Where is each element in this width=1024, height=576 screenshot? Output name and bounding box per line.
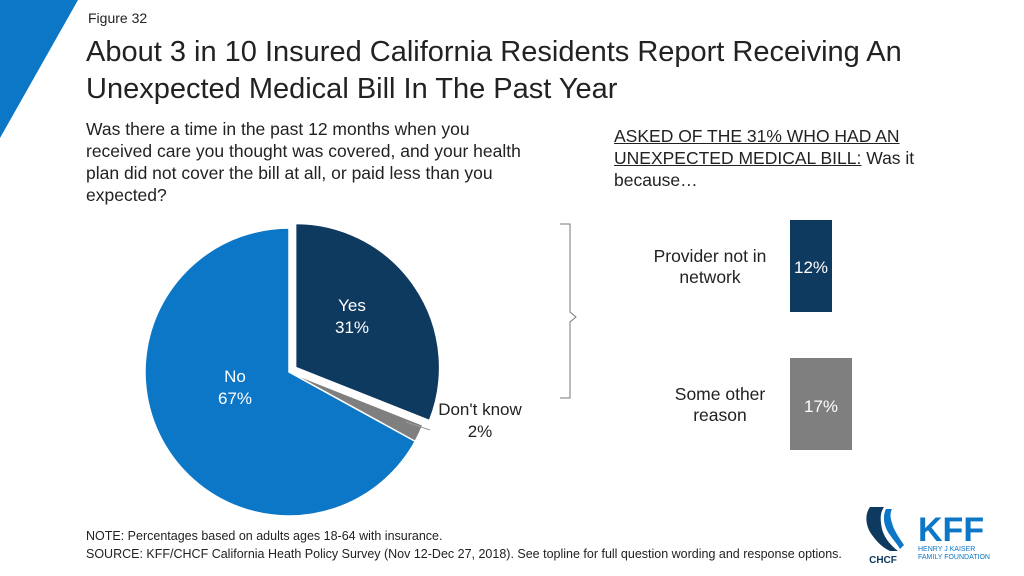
figure-label: Figure 32 xyxy=(88,10,148,26)
pie-value-dontknow: 2% xyxy=(468,422,493,441)
pie-label-no-name: No xyxy=(224,367,246,386)
pie-value-no: 67% xyxy=(218,389,252,408)
kff-logo: KFF HENRY J KAISER FAMILY FOUNDATION xyxy=(918,511,990,561)
page-title: About 3 in 10 Insured California Residen… xyxy=(86,36,902,105)
bar-label-other: Some other reason xyxy=(650,384,790,426)
pie-value-yes-text: 31% xyxy=(335,318,369,337)
pie-label-dontknow-name: Don't know xyxy=(438,400,522,419)
kff-logo-sub1: HENRY J KAISER xyxy=(918,546,975,553)
kff-logo-sub2: FAMILY FOUNDATION xyxy=(918,554,990,561)
pie-label-yes: Yes xyxy=(338,296,366,315)
pie-value-dontknow-text: 2% xyxy=(468,422,493,441)
pie-slice-no xyxy=(144,227,417,517)
pie-label-yes-name: Yes xyxy=(338,296,366,315)
dontknow-leader-line xyxy=(405,421,431,431)
bar-value-other: 17% xyxy=(803,397,839,416)
bar-label-other-line1: Some other xyxy=(674,384,766,404)
kff-logo-text: KFF xyxy=(918,511,984,549)
chcf-logo-text: CHCF xyxy=(869,555,897,565)
followup-question: ASKED OF THE 31% WHO HAD AN UNEXPECTED M… xyxy=(614,125,974,191)
pie-value-yes: 31% xyxy=(335,318,369,337)
bar-provider-not-in-network xyxy=(790,220,832,312)
followup-underlined: ASKED OF THE 31% WHO HAD AN UNEXPECTED M… xyxy=(614,126,900,168)
pie-label-dontknow: Don't know xyxy=(438,400,522,419)
bar-value-provider: 12% xyxy=(793,258,829,277)
bracket xyxy=(560,223,577,399)
bar-label-provider: Provider not in network xyxy=(640,246,780,288)
bar-label-provider-line2: network xyxy=(679,267,741,287)
followup-rest: Was it because… xyxy=(614,148,915,190)
pie-slice-yes xyxy=(294,222,441,422)
bar-label-provider-line1: Provider not in xyxy=(653,246,767,266)
bar-label-other-line2: reason xyxy=(693,405,747,425)
survey-question: Was there a time in the past 12 months w… xyxy=(86,119,521,205)
corner-triangle-decoration xyxy=(0,0,78,138)
bar-some-other-reason xyxy=(790,358,852,450)
chcf-logo: CHCF xyxy=(866,507,904,565)
source-text: SOURCE: KFF/CHCF California Heath Policy… xyxy=(86,547,842,561)
note-text: NOTE: Percentages based on adults ages 1… xyxy=(86,529,443,543)
pie-value-no-text: 67% xyxy=(218,389,252,408)
pie-label-no: No xyxy=(224,367,246,386)
